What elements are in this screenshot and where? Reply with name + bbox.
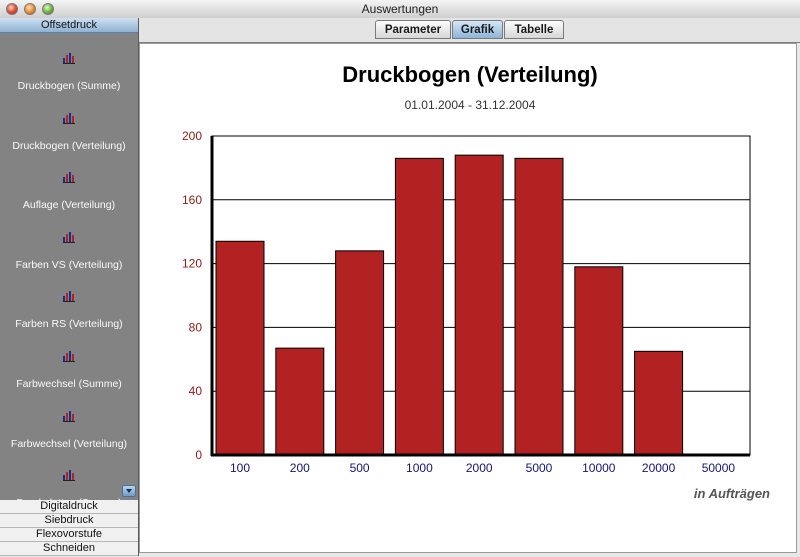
bar-200 xyxy=(275,347,325,456)
sidebar-header-offsetdruck[interactable]: Offsetdruck xyxy=(0,18,138,33)
chart-subtitle: 01.01.2004 - 31.12.2004 xyxy=(405,98,536,112)
sidebar-item-label[interactable]: Druckplatten (Summe) xyxy=(0,497,138,500)
zoom-window-button[interactable] xyxy=(42,3,54,15)
tab-grafik[interactable]: Grafik xyxy=(452,20,503,39)
x-tick-label: 50000 xyxy=(702,461,736,475)
tick-labels: 0 40 80 120 160 200 100 200 500 1000 2000 5000 10000… xyxy=(182,129,735,475)
sidebar-item-label[interactable]: Druckbogen (Summe) xyxy=(17,80,121,92)
sidebar-item-label[interactable]: Druckbogen (Verteilung) xyxy=(12,139,126,152)
report-chart-icon[interactable] xyxy=(63,468,75,482)
sidebar-category-schneiden[interactable]: Schneiden xyxy=(0,542,138,556)
x-tick-label: 1000 xyxy=(406,461,433,475)
report-chart-icon[interactable] xyxy=(63,230,75,243)
tab-tabelle[interactable]: Tabelle xyxy=(504,20,564,39)
x-tick-label: 2000 xyxy=(466,461,493,475)
close-window-button[interactable] xyxy=(6,3,18,15)
bar-10000 xyxy=(574,266,624,456)
report-chart-icon[interactable] xyxy=(63,111,75,124)
sidebar-item-label[interactable]: Auflage (Verteilung) xyxy=(22,199,116,212)
bars xyxy=(210,136,750,457)
minimize-window-button[interactable] xyxy=(24,3,36,15)
x-tick-label: 10000 xyxy=(582,461,616,475)
y-tick-label: 0 xyxy=(195,448,202,462)
sidebar-item-label[interactable]: Farbwechsel (Summe) xyxy=(16,378,122,390)
report-chart-icon[interactable] xyxy=(63,349,75,362)
bar-2000 xyxy=(454,154,504,456)
bar-5000 xyxy=(514,157,564,456)
x-axis-label: in Aufträgen xyxy=(694,486,770,501)
x-tick-label: 100 xyxy=(230,461,250,475)
y-tick-label: 200 xyxy=(182,129,202,143)
sidebar-category-digitaldruck[interactable]: Digitaldruck xyxy=(0,500,138,514)
window-title: Auswertungen xyxy=(361,2,439,16)
bar-100 xyxy=(215,240,265,456)
chart-title: Druckbogen (Verteilung) xyxy=(342,62,597,87)
sidebar-item-label[interactable]: Farbwechsel (Verteilung) xyxy=(10,437,128,450)
report-chart-icon[interactable] xyxy=(63,170,75,184)
bar-chart: Druckbogen (Verteilung) 01.01.2004 - 31.… xyxy=(182,62,770,501)
bar-1000 xyxy=(394,157,444,456)
y-tick-label: 160 xyxy=(182,193,202,207)
scroll-down-button[interactable] xyxy=(122,485,136,497)
chart-panel: Druckbogen (Verteilung) 01.01.2004 - 31.… xyxy=(139,43,797,553)
report-chart-icon[interactable] xyxy=(63,289,75,303)
y-tick-label: 80 xyxy=(189,320,203,334)
report-chart-icon[interactable] xyxy=(63,409,75,422)
y-tick-label: 120 xyxy=(182,257,202,271)
sidebar-report-list: Druckbogen (Summe) Druckbogen (Verteilung… xyxy=(0,33,138,500)
sidebar-item-label[interactable]: Farben VS (Verteilung) xyxy=(15,258,123,271)
y-tick-label: 40 xyxy=(189,384,203,398)
sidebar-category-flexovorstufe[interactable]: Flexovorstufe xyxy=(0,528,138,542)
x-tick-label: 5000 xyxy=(526,461,553,475)
tab-parameter[interactable]: Parameter xyxy=(375,20,451,39)
x-tick-label: 500 xyxy=(350,461,370,475)
bar-20000 xyxy=(634,350,684,456)
x-tick-label: 20000 xyxy=(642,461,676,475)
bar-500 xyxy=(335,250,385,456)
report-chart-icon[interactable] xyxy=(63,51,75,64)
tab-bar: Parameter Grafik Tabelle xyxy=(139,18,800,43)
sidebar: Offsetdruck Druckbogen (Summe) Druckbogen… xyxy=(0,18,139,556)
window-titlebar: Auswertungen xyxy=(0,0,800,19)
x-tick-label: 200 xyxy=(290,461,310,475)
sidebar-category-siebdruck[interactable]: Siebdruck xyxy=(0,514,138,528)
sidebar-item-label[interactable]: Farben RS (Verteilung) xyxy=(15,318,123,331)
